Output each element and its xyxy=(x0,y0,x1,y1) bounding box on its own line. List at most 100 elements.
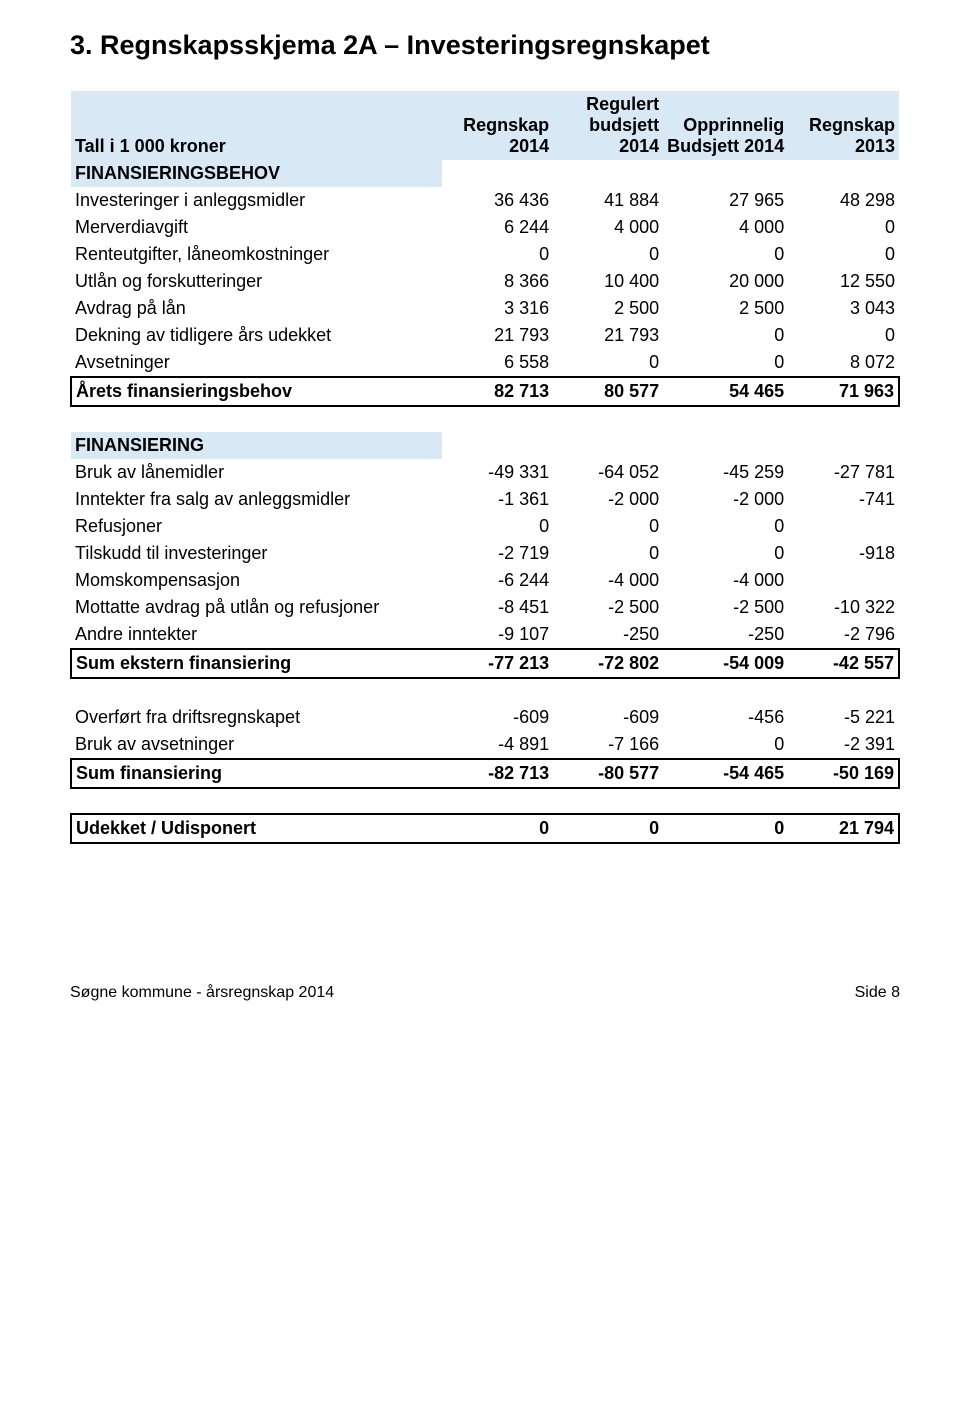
cell: -50 169 xyxy=(788,759,899,788)
cell: 21 793 xyxy=(553,322,663,349)
table-row: Mottatte avdrag på utlån og refusjoner-8… xyxy=(71,594,899,621)
cell: -4 000 xyxy=(553,567,663,594)
table-row: Refusjoner000 xyxy=(71,513,899,540)
cell: 0 xyxy=(553,513,663,540)
cell: -42 557 xyxy=(788,649,899,678)
cell: -609 xyxy=(553,704,663,731)
footer-right: Side 8 xyxy=(855,984,900,1002)
cell: 0 xyxy=(553,349,663,377)
table-row: Renteutgifter, låneomkostninger0000 xyxy=(71,241,899,268)
header-col4: Regnskap 2013 xyxy=(788,91,899,160)
cell-label: Dekning av tidligere års udekket xyxy=(71,322,442,349)
table-row: Dekning av tidligere års udekket21 79321… xyxy=(71,322,899,349)
cell: -2 500 xyxy=(553,594,663,621)
cell-label: Tilskudd til investeringer xyxy=(71,540,442,567)
cell: -2 719 xyxy=(442,540,553,567)
cell: -2 500 xyxy=(663,594,788,621)
table-row: Bruk av avsetninger-4 891-7 1660-2 391 xyxy=(71,731,899,759)
cell-label: Udekket / Udisponert xyxy=(71,814,442,843)
total-row-3: Sum finansiering-82 713-80 577-54 465-50… xyxy=(71,759,899,788)
table-row: Avsetninger6 558008 072 xyxy=(71,349,899,377)
cell: 6 558 xyxy=(442,349,553,377)
table-row: Merverdiavgift6 2444 0004 0000 xyxy=(71,214,899,241)
cell-label: Bruk av lånemidler xyxy=(71,459,442,486)
cell: -609 xyxy=(442,704,553,731)
table-row: Momskompensasjon-6 244-4 000-4 000 xyxy=(71,567,899,594)
cell-label: Renteutgifter, låneomkostninger xyxy=(71,241,442,268)
cell: 41 884 xyxy=(553,187,663,214)
cell: 27 965 xyxy=(663,187,788,214)
cell: 82 713 xyxy=(442,377,553,406)
header-col3: Opprinnelig Budsjett 2014 xyxy=(663,91,788,160)
cell: -6 244 xyxy=(442,567,553,594)
section-head-1: FINANSIERINGSBEHOV xyxy=(71,160,442,187)
cell-label: Sum ekstern finansiering xyxy=(71,649,442,678)
cell-label: Andre inntekter xyxy=(71,621,442,649)
cell-label: Avsetninger xyxy=(71,349,442,377)
cell: 0 xyxy=(442,814,553,843)
cell: -80 577 xyxy=(553,759,663,788)
cell: -45 259 xyxy=(663,459,788,486)
cell: 0 xyxy=(788,214,899,241)
cell: -5 221 xyxy=(788,704,899,731)
cell: -2 000 xyxy=(553,486,663,513)
table-row: Bruk av lånemidler-49 331-64 052-45 259-… xyxy=(71,459,899,486)
table-row: Avdrag på lån3 3162 5002 5003 043 xyxy=(71,295,899,322)
cell: 4 000 xyxy=(663,214,788,241)
cell: -918 xyxy=(788,540,899,567)
footer-left: Søgne kommune - årsregnskap 2014 xyxy=(70,984,334,1002)
cell: 0 xyxy=(663,349,788,377)
cell-label: Overført fra driftsregnskapet xyxy=(71,704,442,731)
cell: 20 000 xyxy=(663,268,788,295)
cell: 2 500 xyxy=(663,295,788,322)
cell: -49 331 xyxy=(442,459,553,486)
cell: 0 xyxy=(442,241,553,268)
header-col1: Regnskap 2014 xyxy=(442,91,553,160)
cell xyxy=(788,513,899,540)
h-c2-l3: 2014 xyxy=(619,136,659,156)
total-row-1: Årets finansieringsbehov82 71380 57754 4… xyxy=(71,377,899,406)
cell: -54 465 xyxy=(663,759,788,788)
cell: 0 xyxy=(788,241,899,268)
cell-label: Mottatte avdrag på utlån og refusjoner xyxy=(71,594,442,621)
cell-label: Årets finansieringsbehov xyxy=(71,377,442,406)
cell: -456 xyxy=(663,704,788,731)
cell: -10 322 xyxy=(788,594,899,621)
cell-label: Sum finansiering xyxy=(71,759,442,788)
cell: -7 166 xyxy=(553,731,663,759)
cell-label: Utlån og forskutteringer xyxy=(71,268,442,295)
cell: 4 000 xyxy=(553,214,663,241)
cell: 0 xyxy=(663,322,788,349)
h-c4-l1: Regnskap xyxy=(809,115,895,135)
cell: 12 550 xyxy=(788,268,899,295)
h-c3-l2: Budsjett 2014 xyxy=(667,136,784,156)
total-row-4: Udekket / Udisponert00021 794 xyxy=(71,814,899,843)
table-row: Overført fra driftsregnskapet-609-609-45… xyxy=(71,704,899,731)
table-row: Utlån og forskutteringer8 36610 40020 00… xyxy=(71,268,899,295)
cell: 71 963 xyxy=(788,377,899,406)
section-head-2: FINANSIERING xyxy=(71,432,442,459)
cell: 0 xyxy=(553,540,663,567)
cell: -741 xyxy=(788,486,899,513)
cell: 0 xyxy=(553,241,663,268)
cell: -2 796 xyxy=(788,621,899,649)
cell: 21 793 xyxy=(442,322,553,349)
cell: 0 xyxy=(663,814,788,843)
cell: -27 781 xyxy=(788,459,899,486)
cell: 36 436 xyxy=(442,187,553,214)
h-c1-l1: Regnskap xyxy=(463,115,549,135)
cell: 48 298 xyxy=(788,187,899,214)
table-row: Tilskudd til investeringer-2 71900-918 xyxy=(71,540,899,567)
cell-label: Investeringer i anleggsmidler xyxy=(71,187,442,214)
cell: 8 366 xyxy=(442,268,553,295)
cell: 54 465 xyxy=(663,377,788,406)
cell: 3 043 xyxy=(788,295,899,322)
cell: -77 213 xyxy=(442,649,553,678)
cell: 10 400 xyxy=(553,268,663,295)
cell-label: Refusjoner xyxy=(71,513,442,540)
cell: 0 xyxy=(663,731,788,759)
cell: 80 577 xyxy=(553,377,663,406)
page-title: 3. Regnskapsskjema 2A – Investeringsregn… xyxy=(70,30,900,61)
cell: -2 000 xyxy=(663,486,788,513)
cell: -1 361 xyxy=(442,486,553,513)
